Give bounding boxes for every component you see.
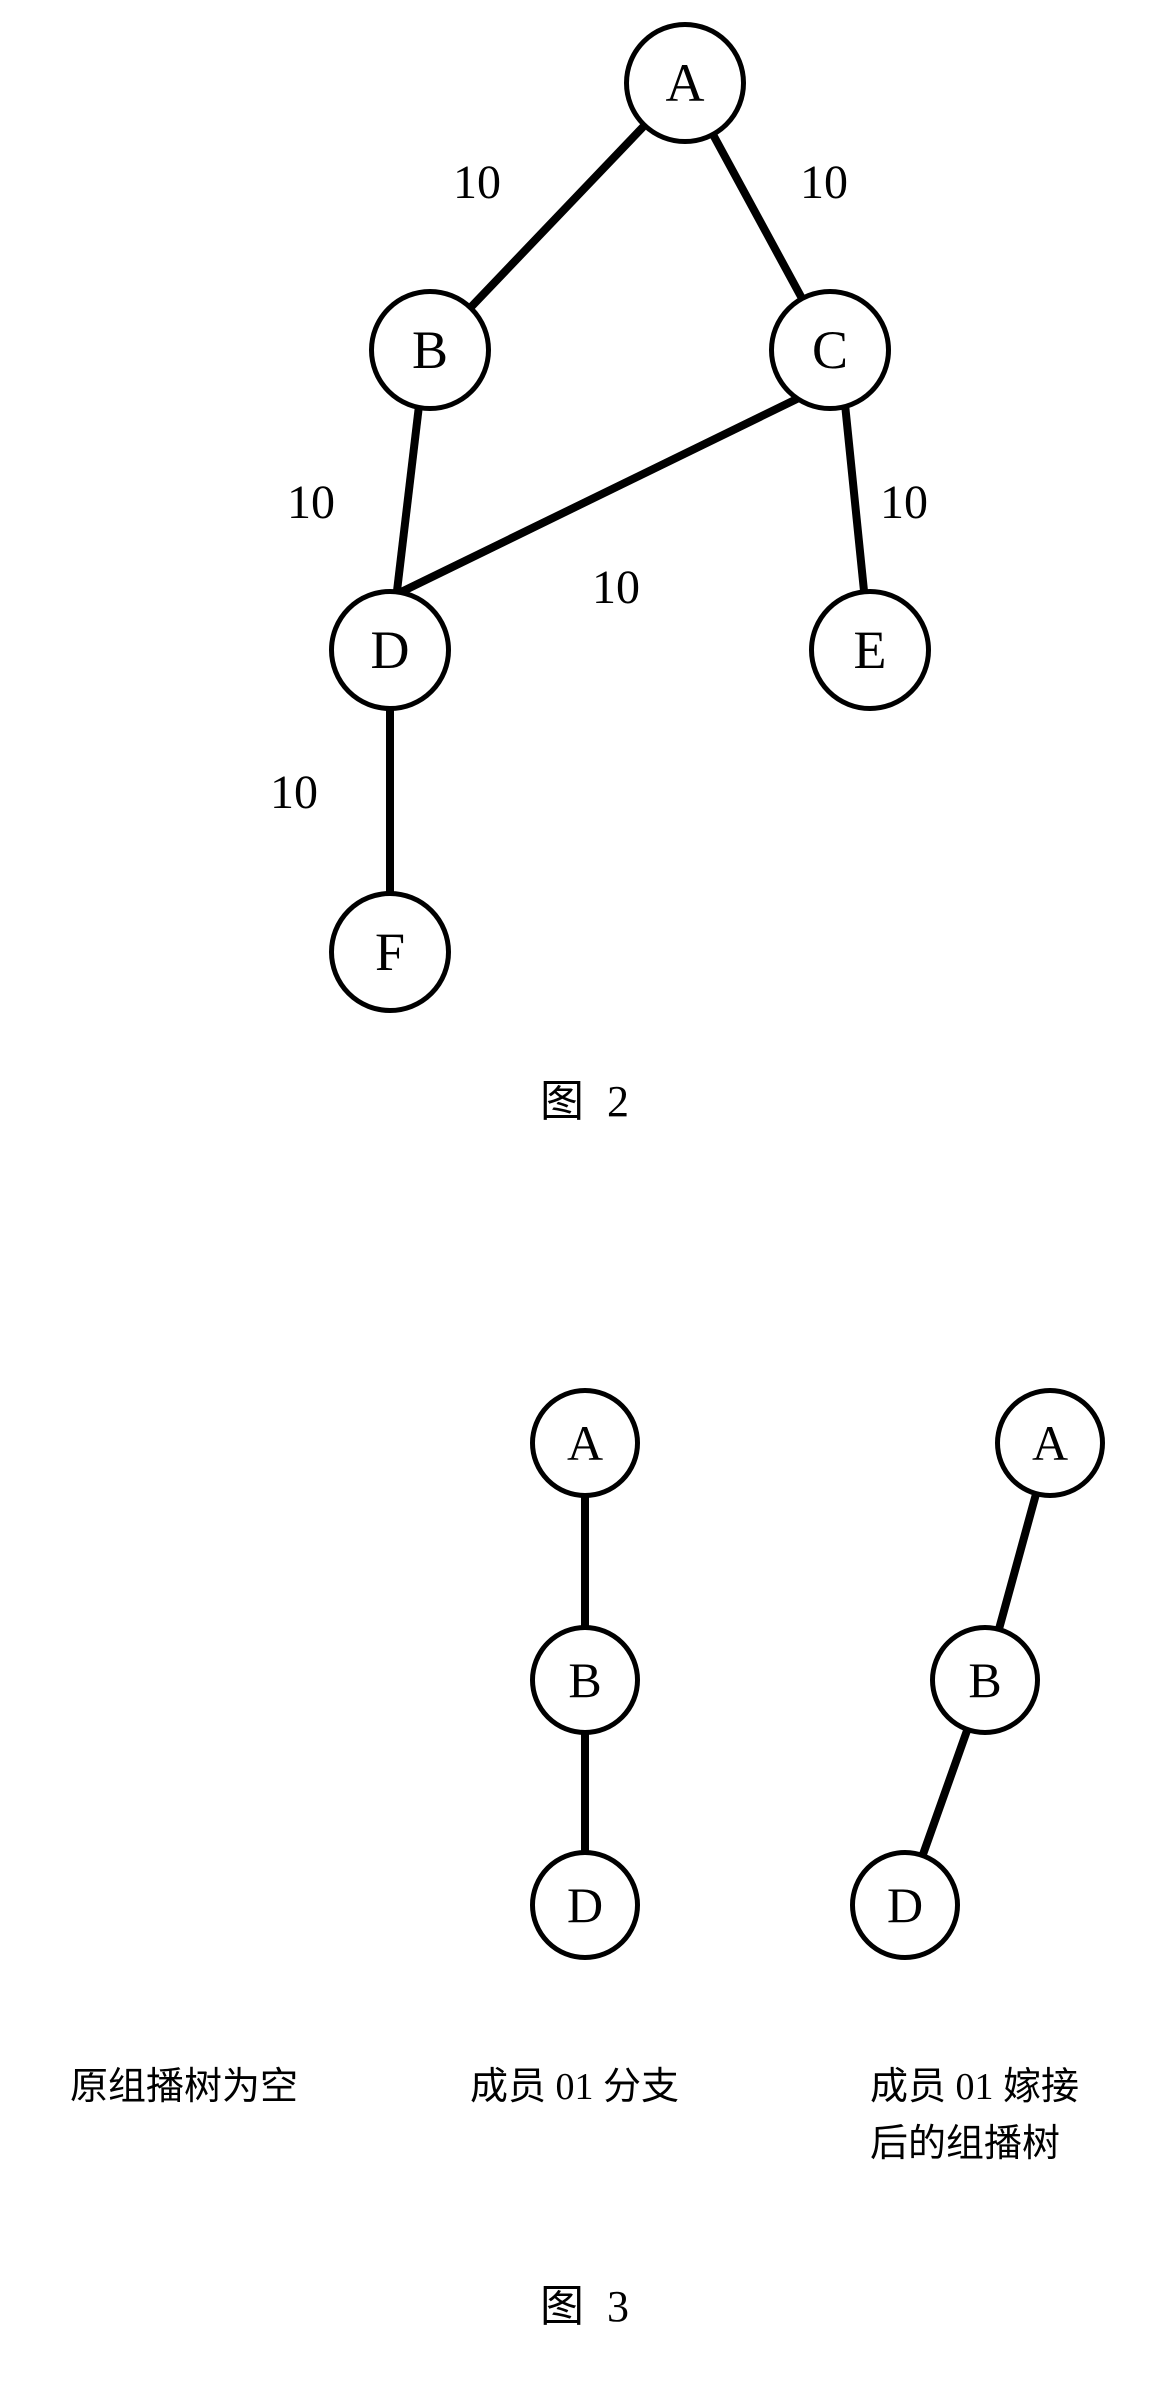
node-a-label: A [666, 52, 705, 114]
node-a2: A [530, 1388, 640, 1498]
node-e-label: E [854, 619, 887, 681]
edge-label-cd: 10 [592, 560, 640, 615]
node-d: D [329, 589, 451, 711]
node-a3-label: A [1032, 1414, 1068, 1472]
node-b: B [369, 289, 491, 411]
node-a: A [624, 22, 746, 144]
col3-label-line1: 成员 01 嫁接 [870, 2055, 1079, 2110]
node-c: C [769, 289, 891, 411]
node-d3-label: D [887, 1876, 923, 1934]
node-b2-label: B [568, 1651, 601, 1709]
node-d2: D [530, 1850, 640, 1960]
figure3-caption: 图 3 [540, 2270, 635, 2334]
node-e: E [809, 589, 931, 711]
col2-label: 成员 01 分支 [470, 2055, 679, 2110]
node-d-label: D [371, 619, 410, 681]
figure2-caption: 图 2 [540, 1065, 635, 1129]
node-d3: D [850, 1850, 960, 1960]
node-a3: A [995, 1388, 1105, 1498]
col3-label-line2: 后的组播树 [870, 2112, 1060, 2167]
edge-label-df: 10 [270, 765, 318, 820]
col1-label: 原组播树为空 [70, 2055, 298, 2110]
node-a2-label: A [567, 1414, 603, 1472]
figure3-edges [0, 0, 1176, 2382]
node-f-label: F [375, 921, 405, 983]
edge-label-bd: 10 [287, 475, 335, 530]
node-b2: B [530, 1625, 640, 1735]
edge-label-ab: 10 [453, 155, 501, 210]
figure2-edges [0, 0, 1176, 1200]
node-d2-label: D [567, 1876, 603, 1934]
node-b-label: B [412, 319, 448, 381]
edge-label-ac: 10 [800, 155, 848, 210]
node-c-label: C [812, 319, 848, 381]
node-b3-label: B [968, 1651, 1001, 1709]
node-b3: B [930, 1625, 1040, 1735]
edge-label-ce: 10 [880, 475, 928, 530]
node-f: F [329, 891, 451, 1013]
